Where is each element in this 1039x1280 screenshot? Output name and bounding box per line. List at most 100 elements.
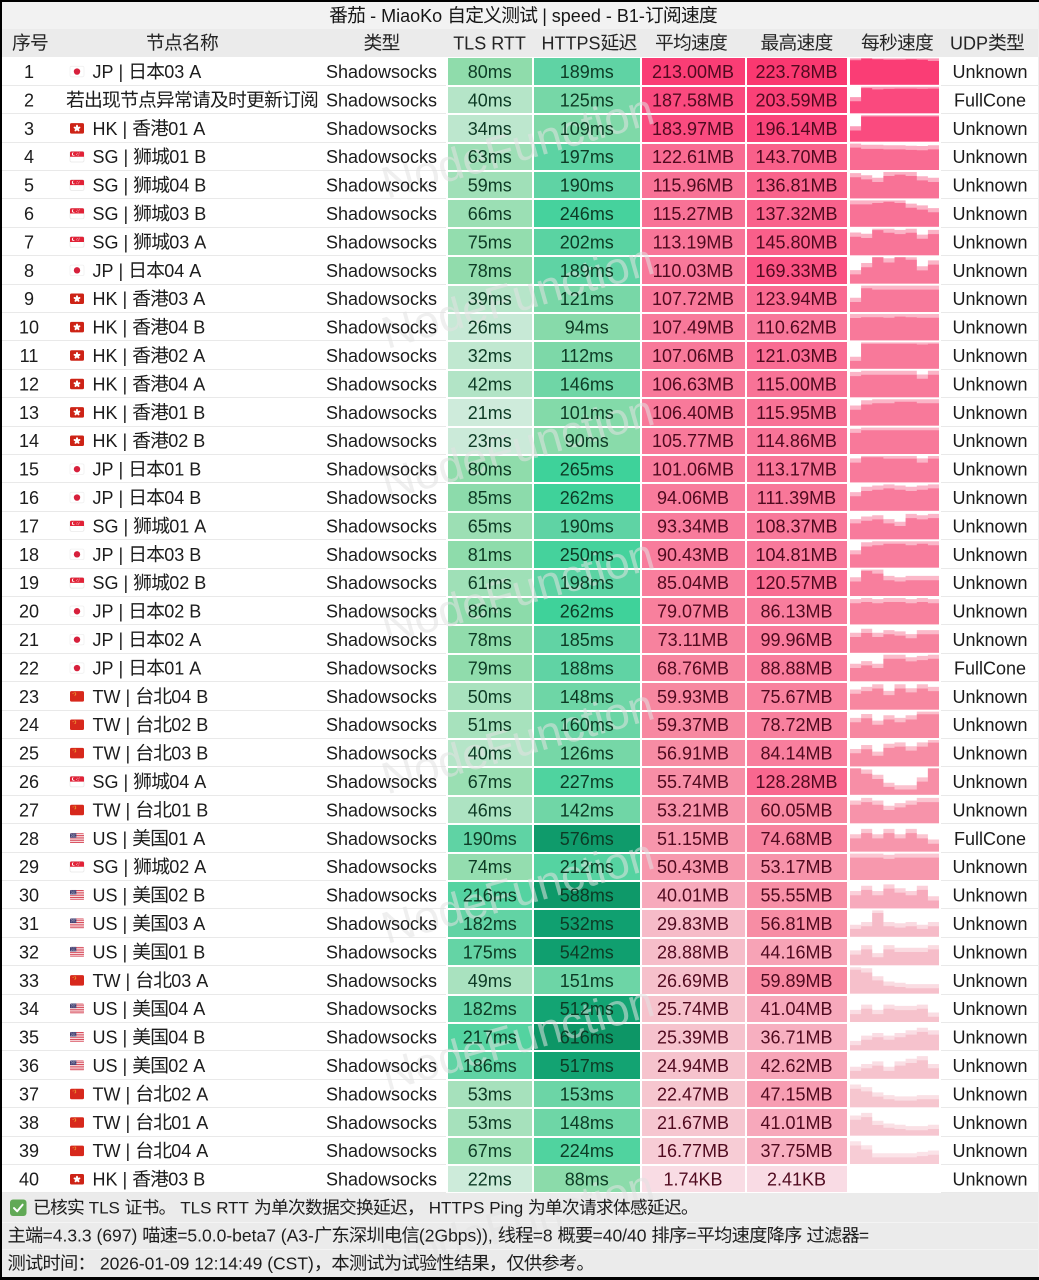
svg-text:A: A [193, 119, 205, 139]
svg-text:216ms: 216ms [463, 886, 517, 906]
svg-text:TW: TW [93, 715, 121, 735]
svg-text:143.70MB: 143.70MB [755, 147, 837, 167]
svg-text:26ms: 26ms [468, 318, 512, 338]
svg-text:Unknown: Unknown [952, 857, 1027, 877]
svg-text:10: 10 [19, 318, 39, 338]
svg-text:03: 03 [169, 204, 189, 224]
svg-text:B: B [196, 800, 208, 820]
svg-text:12: 12 [19, 374, 39, 394]
svg-text:Unknown: Unknown [952, 545, 1027, 565]
svg-text:02: 02 [168, 886, 188, 906]
svg-text:88.88MB: 88.88MB [760, 658, 832, 678]
svg-text:FullCone: FullCone [954, 658, 1026, 678]
svg-text:A: A [193, 914, 205, 934]
svg-text:|: | [123, 1170, 128, 1190]
svg-text:175ms: 175ms [463, 942, 517, 962]
svg-text:146ms: 146ms [560, 374, 614, 394]
svg-text:|: | [126, 1141, 131, 1161]
svg-text:122.61MB: 122.61MB [652, 147, 734, 167]
svg-text:Shadowsocks: Shadowsocks [326, 800, 437, 820]
svg-text:20: 20 [19, 602, 39, 622]
svg-text:JP: JP [93, 488, 114, 508]
svg-text:23: 23 [19, 687, 39, 707]
svg-text:=4.3.3: =4.3.3 [43, 1226, 92, 1246]
svg-text:4: 4 [24, 147, 34, 167]
svg-text:03: 03 [168, 289, 188, 309]
svg-text:|: | [124, 147, 129, 167]
svg-text:74ms: 74ms [468, 857, 512, 877]
svg-text:Shadowsocks: Shadowsocks [326, 630, 437, 650]
svg-text:26.69MB: 26.69MB [657, 971, 729, 991]
svg-text:28: 28 [19, 829, 39, 849]
svg-text:148ms: 148ms [560, 687, 614, 707]
svg-text:47.15MB: 47.15MB [760, 1084, 832, 1104]
svg-text:SG: SG [93, 857, 119, 877]
svg-text:38: 38 [19, 1113, 39, 1133]
svg-text:212ms: 212ms [560, 857, 614, 877]
svg-text:|: | [126, 971, 131, 991]
svg-text:128.28MB: 128.28MB [755, 772, 837, 792]
svg-text:78.72MB: 78.72MB [760, 715, 832, 735]
svg-text:JP: JP [93, 602, 114, 622]
svg-text:223.78MB: 223.78MB [755, 62, 837, 82]
svg-text:67ms: 67ms [468, 1141, 512, 1161]
svg-text:23ms: 23ms [468, 431, 512, 451]
svg-text:101ms: 101ms [560, 403, 614, 423]
svg-text:36: 36 [19, 1056, 39, 1076]
svg-text:Shadowsocks: Shadowsocks [326, 1170, 437, 1190]
svg-text:02: 02 [169, 857, 189, 877]
svg-text:39: 39 [19, 1141, 39, 1161]
svg-text:Shadowsocks: Shadowsocks [326, 119, 437, 139]
svg-text:Unknown: Unknown [952, 573, 1027, 593]
svg-text:27: 27 [19, 800, 39, 820]
svg-text:|: | [126, 1113, 131, 1133]
svg-text:7: 7 [24, 232, 34, 252]
svg-text:B: B [194, 204, 206, 224]
svg-text:B: B [193, 431, 205, 451]
svg-text:02: 02 [168, 1056, 188, 1076]
svg-text:46ms: 46ms [468, 800, 512, 820]
svg-text:65ms: 65ms [468, 516, 512, 536]
svg-text:Unknown: Unknown [952, 318, 1027, 338]
svg-text:21ms: 21ms [468, 403, 512, 423]
svg-text:59.37MB: 59.37MB [657, 715, 729, 735]
svg-text:03: 03 [164, 62, 184, 82]
svg-text:39ms: 39ms [468, 289, 512, 309]
svg-text:01: 01 [164, 460, 184, 480]
svg-text:B: B [189, 488, 201, 508]
svg-text:Unknown: Unknown [952, 431, 1027, 451]
svg-text:94.06MB: 94.06MB [657, 488, 729, 508]
svg-text:34ms: 34ms [468, 119, 512, 139]
svg-text:01: 01 [164, 658, 184, 678]
svg-text:22ms: 22ms [468, 1170, 512, 1190]
svg-text:04: 04 [168, 999, 188, 1019]
svg-text:Unknown: Unknown [952, 1084, 1027, 1104]
svg-text:189ms: 189ms [560, 261, 614, 281]
svg-text:Shadowsocks: Shadowsocks [326, 1113, 437, 1133]
svg-text:Shadowsocks: Shadowsocks [326, 886, 437, 906]
svg-text:94ms: 94ms [565, 318, 609, 338]
svg-text:187.58MB: 187.58MB [652, 90, 734, 110]
svg-text:262ms: 262ms [560, 488, 614, 508]
svg-text:A: A [193, 346, 205, 366]
svg-text:182ms: 182ms [463, 999, 517, 1019]
svg-text:18: 18 [19, 545, 39, 565]
svg-text:04: 04 [164, 488, 184, 508]
svg-text:A: A [194, 516, 206, 536]
svg-text:182ms: 182ms [463, 914, 517, 934]
svg-text:Unknown: Unknown [952, 204, 1027, 224]
svg-text:542ms: 542ms [560, 942, 614, 962]
svg-text:68.76MB: 68.76MB [657, 658, 729, 678]
svg-text:(697): (697) [97, 1226, 138, 1246]
svg-text:Unknown: Unknown [952, 176, 1027, 196]
svg-text:125ms: 125ms [560, 90, 614, 110]
svg-text:2026-01-09: 2026-01-09 [100, 1253, 190, 1273]
svg-text:|: | [123, 914, 128, 934]
svg-text:Shadowsocks: Shadowsocks [326, 204, 437, 224]
svg-text:Shadowsocks: Shadowsocks [326, 176, 437, 196]
svg-text:Shadowsocks: Shadowsocks [326, 971, 437, 991]
svg-text:A: A [189, 62, 201, 82]
svg-text:26: 26 [19, 772, 39, 792]
svg-text:Unknown: Unknown [952, 1113, 1027, 1133]
svg-text:|: | [123, 886, 128, 906]
